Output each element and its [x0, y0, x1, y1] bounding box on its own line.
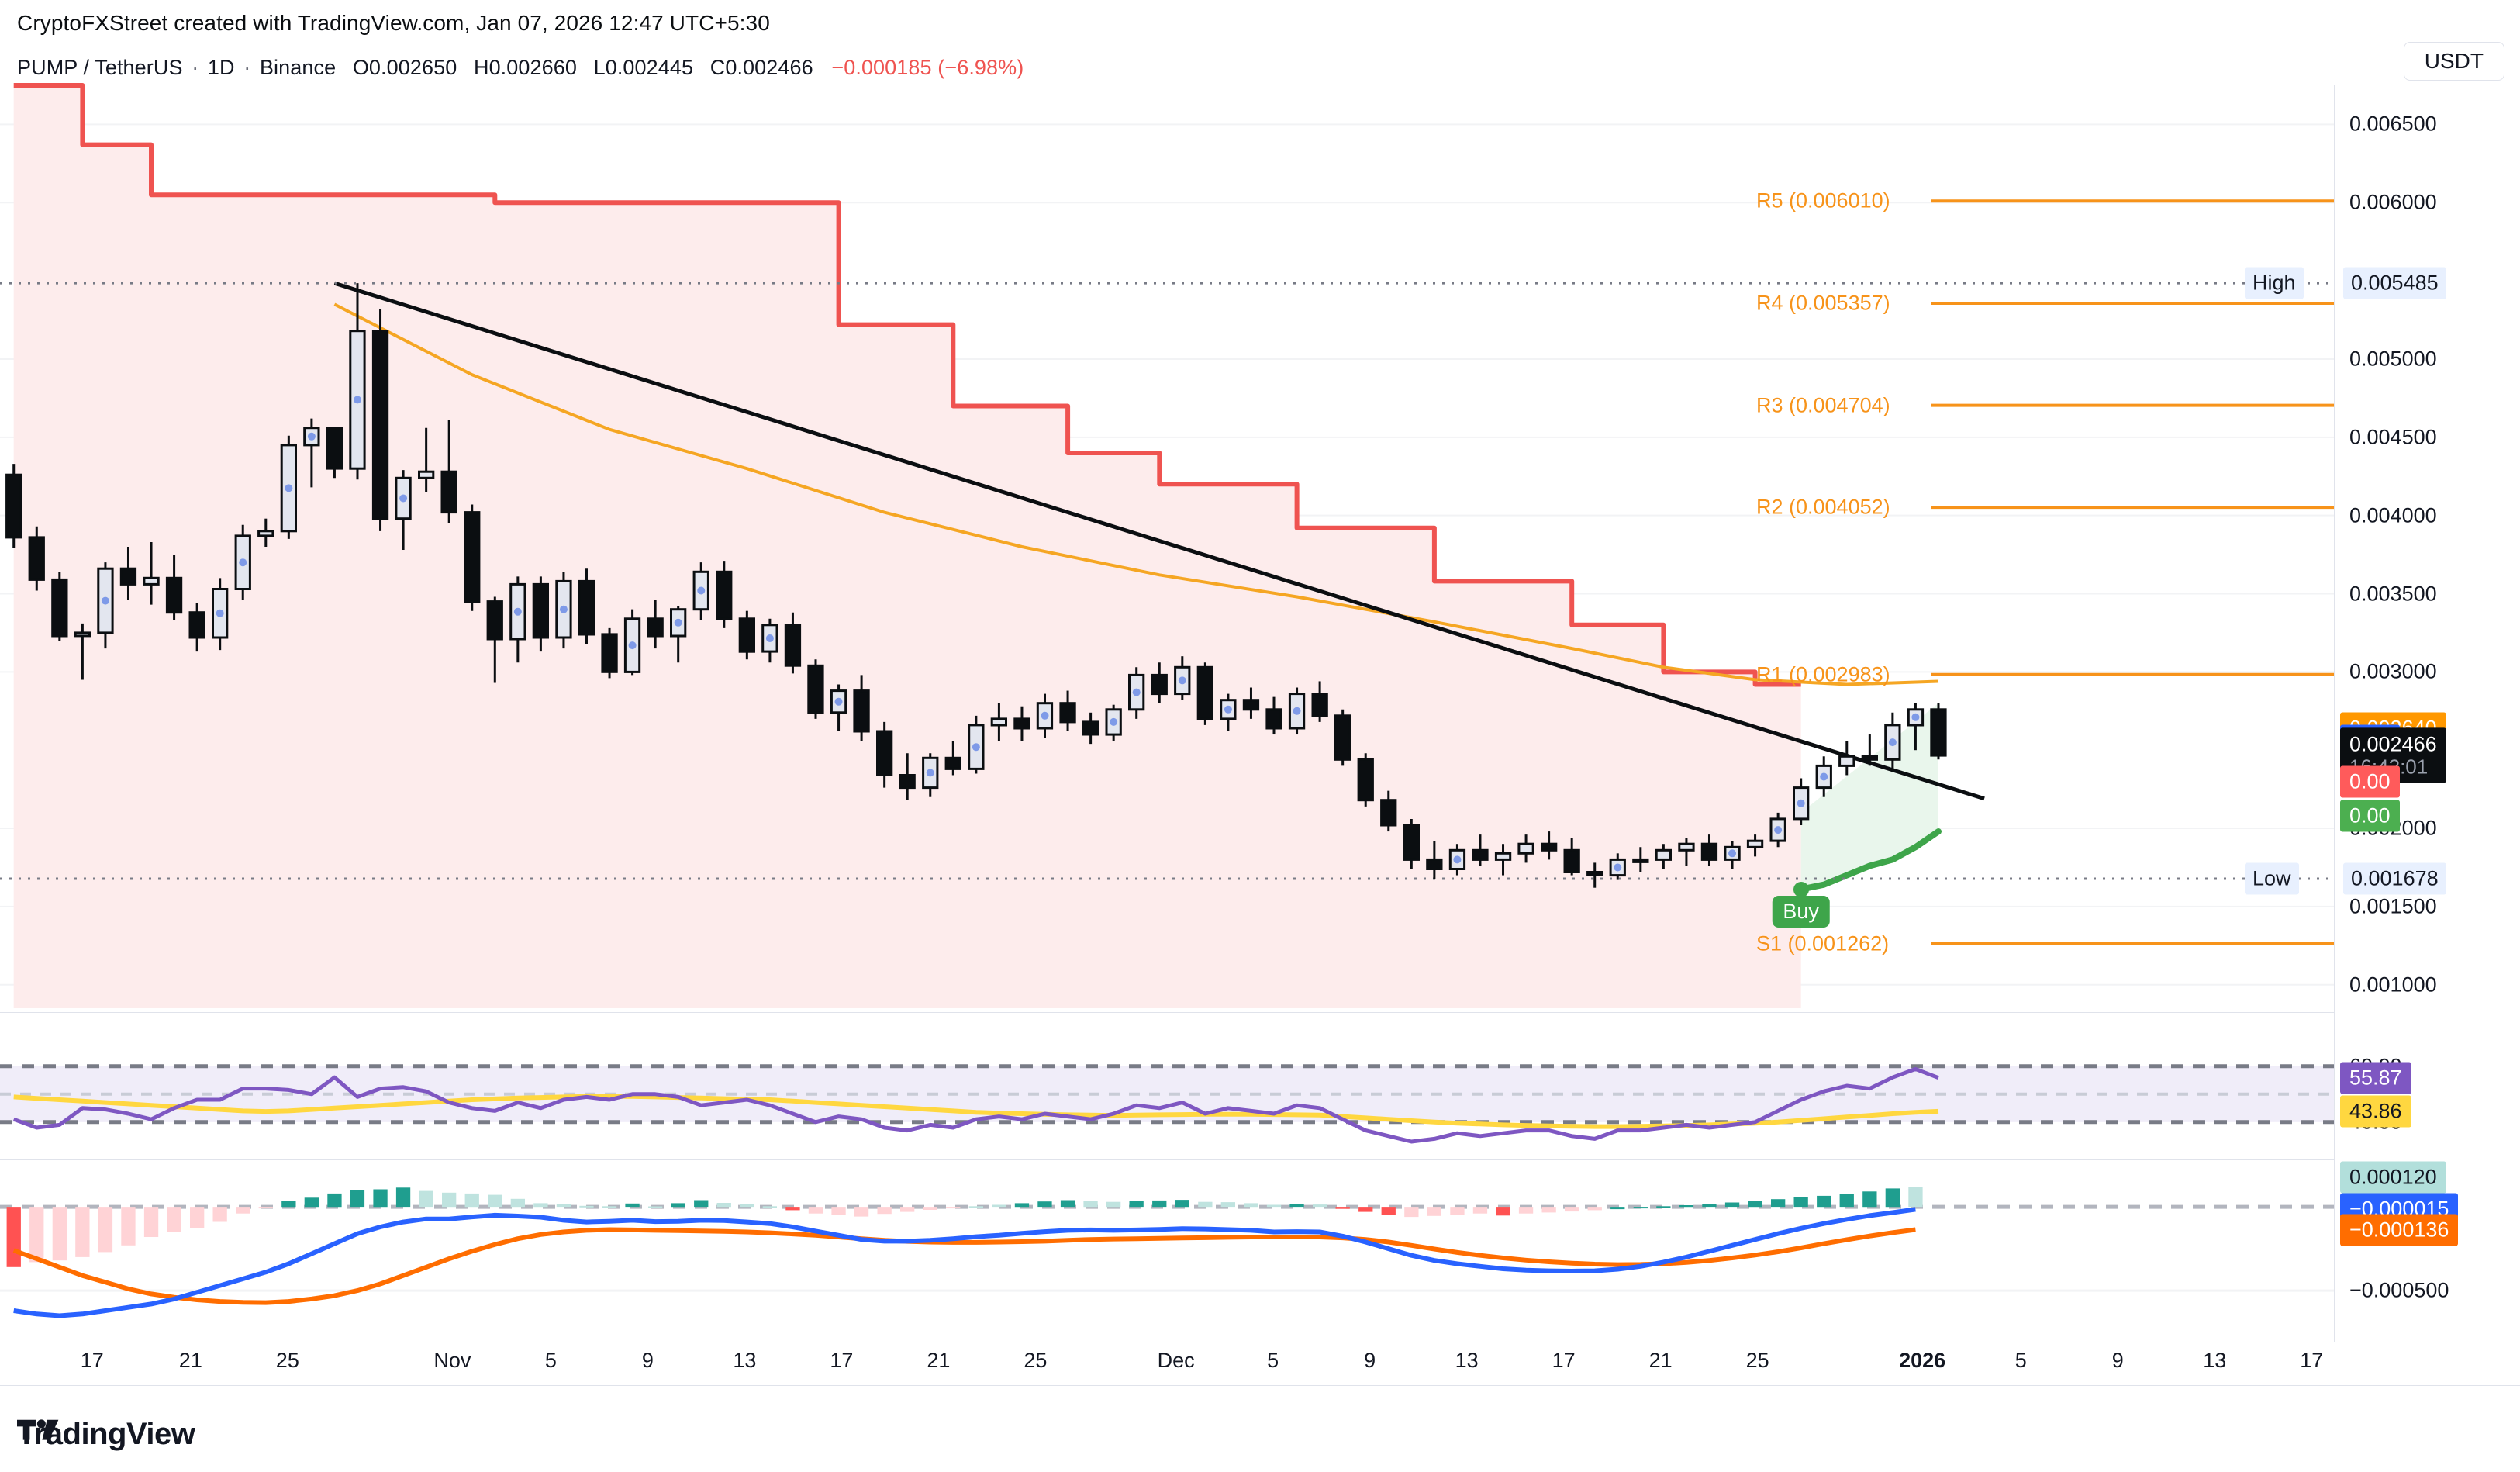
red-indicator-badge[interactable]: 0.00	[2340, 765, 2400, 798]
pivot-label-r3: R3 (0.004704)	[1756, 393, 1890, 417]
rsi-pane[interactable]	[0, 1016, 2334, 1156]
time-tick-17: 17	[80, 1349, 104, 1372]
time-tick-9: 9	[1364, 1349, 1376, 1372]
tradingview-logo[interactable]: TradingView	[17, 1417, 195, 1452]
time-tick-5: 5	[2014, 1349, 2027, 1372]
low-value: L0.002445	[593, 56, 694, 79]
time-axis[interactable]: 17 21 25 Nov 5 9 13 17 21 25 Dec 5 9 13 17 21 25 2026 5 9 13…	[0, 1342, 2520, 1389]
price-level-tag-high: High	[2245, 267, 2304, 299]
time-tick-25: 25	[1745, 1349, 1769, 1372]
price-tick-0.004000: 0.004000	[2349, 503, 2437, 527]
price-tick-0.006000: 0.006000	[2349, 190, 2437, 214]
time-tick-17: 17	[1552, 1349, 1576, 1372]
rsi-chart-svg	[0, 1064, 2334, 1144]
interval-label[interactable]: 1D	[207, 56, 235, 79]
time-tick-5: 5	[1267, 1349, 1279, 1372]
price-tick-0.005000: 0.005000	[2349, 347, 2437, 371]
time-tick-13: 13	[733, 1349, 757, 1372]
price-tick-0.003500: 0.003500	[2349, 582, 2437, 605]
close-value: C0.002466	[709, 56, 813, 79]
price-tick-0.006500: 0.006500	[2349, 112, 2437, 136]
macd-chart-svg	[0, 1187, 2334, 1318]
rsi-ma-value-badge[interactable]: 43.86	[2340, 1095, 2411, 1128]
time-tick-21: 21	[1648, 1349, 1673, 1372]
exchange-label[interactable]: Binance	[259, 56, 337, 79]
open-value: O0.002650	[352, 56, 457, 79]
pivot-label-r1: R1 (0.002983)	[1756, 662, 1890, 686]
time-tick-25: 25	[1024, 1349, 1048, 1372]
pivot-label-s1: S1 (0.001262)	[1756, 931, 1890, 955]
price-level-value-high: 0.005485	[2343, 267, 2446, 299]
attribution-text: CryptoFXStreet created with TradingView.…	[17, 11, 770, 35]
pivot-label-r4: R4 (0.005357)	[1756, 291, 1890, 315]
time-tick-25: 25	[275, 1349, 299, 1372]
time-tick-9: 9	[641, 1349, 654, 1372]
pane-divider-2	[0, 1159, 2334, 1160]
macd-signal-badge[interactable]: −0.000136	[2340, 1214, 2459, 1246]
macd-pane[interactable]	[0, 1163, 2334, 1318]
price-level-tag-low: Low	[2245, 862, 2299, 895]
time-tick-5: 5	[544, 1349, 557, 1372]
buy-signal-dot	[1793, 881, 1809, 897]
time-axis-rule	[0, 1385, 2520, 1386]
time-tick-17: 17	[2300, 1349, 2324, 1372]
price-tick-0.003000: 0.003000	[2349, 659, 2437, 683]
time-tick-13: 13	[1455, 1349, 1479, 1372]
price-pane[interactable]	[0, 83, 2334, 1008]
macd-axis-label: −0.000500	[2349, 1278, 2449, 1302]
time-tick-dec: Dec	[1157, 1349, 1195, 1372]
macd-histogram-badge[interactable]: 0.000120	[2340, 1161, 2446, 1194]
symbol-name[interactable]: PUMP / TetherUS	[17, 56, 183, 79]
price-level-value-low: 0.001678	[2343, 862, 2446, 895]
pivot-label-r5: R5 (0.006010)	[1756, 188, 1890, 213]
legend-separator-2: ·	[243, 56, 251, 79]
time-tick-21: 21	[927, 1349, 951, 1372]
symbol-legend: PUMP / TetherUS · 1D · Binance O0.002650…	[17, 56, 1024, 80]
green-indicator-badge[interactable]: 0.00	[2340, 800, 2400, 832]
price-tick-0.004500: 0.004500	[2349, 425, 2437, 449]
price-chart-svg	[0, 83, 2334, 1008]
legend-separator-1: ·	[192, 56, 199, 79]
time-tick-2026: 2026	[1899, 1349, 1946, 1372]
time-tick-17: 17	[830, 1349, 854, 1372]
time-tick-21: 21	[178, 1349, 202, 1372]
pivot-label-r2: R2 (0.004052)	[1756, 495, 1890, 519]
price-tick-0.001500: 0.001500	[2349, 894, 2437, 918]
time-tick-9: 9	[2111, 1349, 2124, 1372]
change-value: −0.000185 (−6.98%)	[831, 56, 1024, 79]
price-tick-0.001000: 0.001000	[2349, 973, 2437, 997]
scale-separator	[2334, 85, 2335, 1342]
rsi-value-badge[interactable]: 55.87	[2340, 1062, 2411, 1094]
buy-signal-label[interactable]: Buy	[1772, 895, 1830, 928]
last-price-value: 0.002466	[2349, 732, 2437, 756]
tradingview-mark-icon	[17, 1419, 59, 1440]
pane-divider-1	[0, 1012, 2334, 1013]
currency-unit-badge[interactable]: USDT	[2403, 42, 2504, 81]
time-tick-13: 13	[2203, 1349, 2227, 1372]
time-tick-nov: Nov	[433, 1349, 471, 1372]
high-value: H0.002660	[473, 56, 577, 79]
